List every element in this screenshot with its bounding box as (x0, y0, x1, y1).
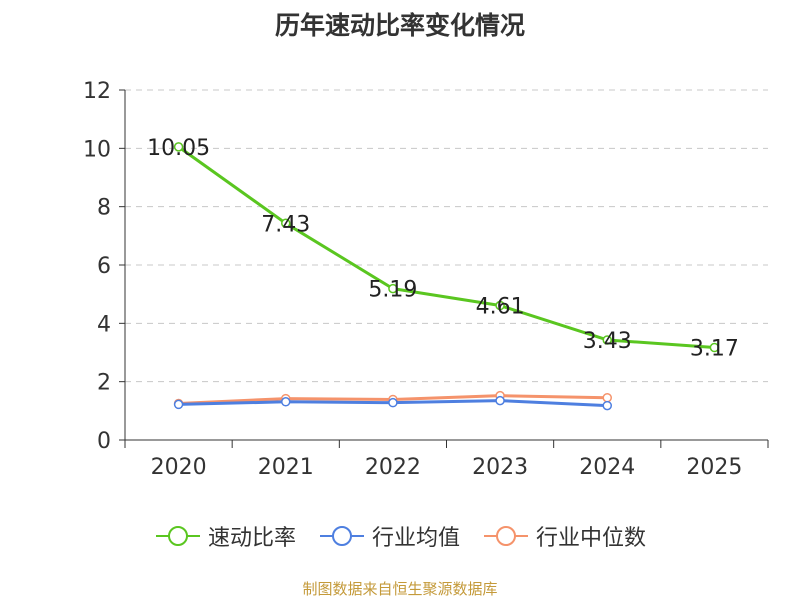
y-tick-label: 12 (83, 79, 111, 104)
line-marker-icon (155, 526, 200, 546)
data-label: 3.17 (690, 337, 739, 362)
data-point (281, 397, 291, 407)
data-point (495, 395, 505, 406)
y-tick-label: 10 (83, 137, 111, 162)
y-tick-label: 4 (97, 312, 111, 337)
grid-layer (125, 89, 768, 383)
legend-label: 行业中位数 (536, 526, 647, 551)
x-tick-label: 2024 (579, 455, 635, 480)
legend: 速动比率 行业均值 行业中位数 (0, 520, 800, 552)
data-point (495, 300, 505, 311)
line-marker-icon (484, 526, 528, 546)
data-point (173, 399, 184, 410)
x-tick-label: 2020 (151, 455, 207, 480)
data-label: 5.19 (368, 278, 417, 303)
series-line-0 (177, 145, 715, 350)
source-note: 制图数据来自恒生聚源数据库 (302, 580, 498, 598)
legend-item-quick-ratio[interactable]: 速动比率 (154, 520, 296, 552)
axis-layer: 0 2 4 6 8 10 12 2020 2021 2022 2023 2024 2025 (83, 79, 769, 480)
data-point (709, 342, 720, 353)
data-point (602, 400, 612, 411)
data-point (602, 392, 612, 403)
data-label: 7.43 (261, 212, 310, 237)
series-layer (173, 142, 720, 411)
x-tick-label: 2022 (365, 455, 421, 480)
data-point (388, 397, 398, 408)
legend-label: 行业均值 (371, 526, 460, 551)
data-label: 3.43 (583, 329, 632, 354)
legend-label: 速动比率 (207, 526, 296, 551)
data-point (173, 142, 184, 152)
x-tick-label: 2021 (258, 455, 314, 480)
x-tick-label: 2025 (686, 455, 742, 480)
data-point (602, 335, 612, 345)
data-point (388, 283, 398, 294)
y-tick-label: 8 (97, 196, 111, 221)
y-tick-label: 2 (97, 371, 111, 396)
data-point (281, 218, 291, 229)
legend-item-industry-median[interactable]: 行业中位数 (482, 520, 646, 552)
y-tick-label: 6 (97, 254, 111, 279)
data-label-layer: 10.05 7.43 5.19 4.61 3.43 3.17 (147, 136, 739, 362)
data-label: 4.61 (476, 295, 525, 320)
y-tick-label: 0 (97, 429, 111, 454)
x-tick-label: 2023 (472, 455, 528, 480)
line-marker-icon (319, 526, 364, 546)
data-label: 10.05 (147, 136, 210, 161)
chart-title: 历年速动比率变化情况 (274, 11, 525, 40)
legend-item-industry-mean[interactable]: 行业均值 (318, 520, 460, 552)
